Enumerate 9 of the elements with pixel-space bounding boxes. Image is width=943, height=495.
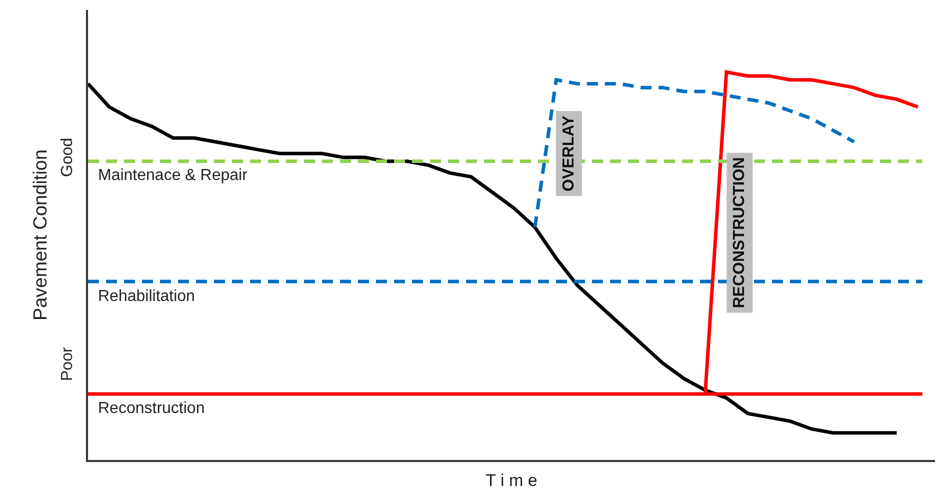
y-axis-title: Pavement Condition: [30, 149, 52, 321]
annotation: RECONSTRUCTION: [731, 157, 748, 308]
annotation: OVERLAY: [560, 115, 578, 192]
ref-line-label: Maintenace & Repair: [98, 167, 248, 184]
ref-line-label: Rehabilitation: [98, 288, 195, 305]
x-axis-title: T i m e: [486, 470, 538, 490]
ref-line-label: Reconstruction: [98, 400, 205, 417]
text: Good: [59, 138, 76, 177]
text: Poor: [59, 346, 76, 381]
